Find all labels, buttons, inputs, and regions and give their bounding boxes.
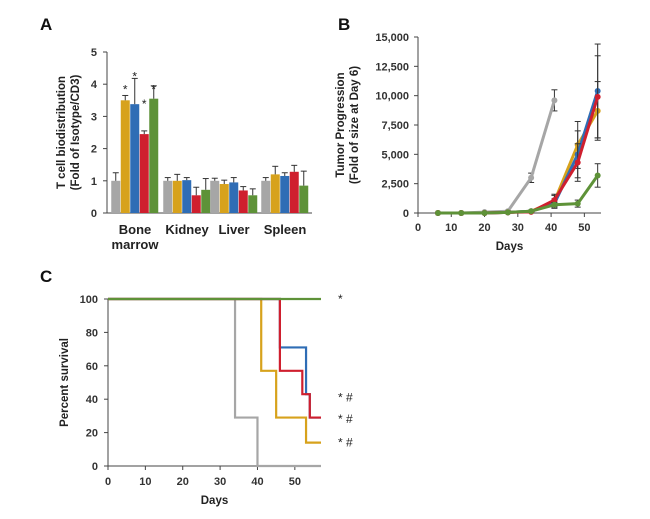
a-bar	[210, 180, 220, 213]
c-significance-mark: * #	[338, 391, 353, 405]
c-x-tick-label: 50	[289, 476, 301, 488]
a-bar	[270, 174, 280, 213]
a-category-label: Liver	[218, 222, 249, 237]
b-x-tick-label: 20	[478, 222, 490, 234]
b-x-tick-label: 30	[512, 222, 524, 234]
a-bar	[238, 190, 248, 213]
c-y-axis-title: Percent survival	[59, 338, 71, 427]
panel-a-letter: A	[40, 15, 52, 34]
b-data-point	[594, 93, 601, 100]
b-data-point	[594, 172, 601, 179]
c-x-axis-title: Days	[201, 495, 229, 507]
a-bar	[111, 180, 121, 213]
c-y-tick-label: 20	[86, 428, 98, 440]
b-y-tick-label: 12,500	[375, 61, 409, 73]
a-category-label: Bone marrow	[112, 222, 160, 252]
a-significance-star: *	[142, 97, 147, 111]
c-y-tick-label: 100	[80, 294, 98, 306]
panel-c-survival-chart: C 0 20 40 60 80 100 0 10 20 30 40 50 Days Percent sur…	[40, 267, 353, 507]
a-y-axis-title: T cell biodistribution (Fold of Isotype/C…	[56, 75, 82, 191]
a-bar	[163, 180, 173, 213]
b-y-tick-label: 15,000	[375, 32, 409, 44]
panel-a-bar-chart: A 0 1 2 3 4 5 T cell biodistribution (Fold of I…	[40, 15, 312, 252]
a-bar	[130, 104, 140, 213]
a-significance-star: *	[132, 70, 137, 84]
c-y-tick-label: 0	[92, 461, 98, 473]
b-series-line	[437, 99, 556, 215]
b-data-point	[574, 159, 581, 166]
a-category-label: Kidney	[165, 222, 209, 237]
a-y-tick-label: 1	[91, 176, 97, 188]
b-x-axis-title: Days	[496, 241, 524, 253]
b-data-point	[551, 197, 558, 204]
panel-b-line-chart: B 0 2,500 5,000 7,500 10,000 12,500 15,000 0 10 2…	[335, 15, 601, 253]
a-y-tick-label: 3	[91, 111, 97, 123]
a-bar	[149, 98, 159, 213]
b-data-point	[504, 209, 511, 216]
a-bar	[182, 180, 192, 213]
a-significance-star: *	[151, 82, 156, 96]
c-survival-step-line	[108, 297, 321, 419]
c-survival-step-line	[108, 297, 321, 468]
b-y-tick-label: 0	[403, 208, 409, 220]
panel-b-letter: B	[338, 15, 350, 34]
b-series-line	[437, 174, 599, 215]
a-y-tick-label: 2	[91, 144, 97, 156]
a-bar	[289, 171, 299, 213]
c-y-tick-label: 80	[86, 327, 98, 339]
a-bar	[280, 175, 290, 213]
a-bar	[139, 134, 149, 213]
a-bar	[191, 195, 201, 213]
c-x-tick-label: 10	[139, 476, 151, 488]
c-x-tick-label: 30	[214, 476, 226, 488]
a-y-tick-label: 5	[91, 47, 97, 59]
a-bar	[172, 180, 182, 213]
b-data-point	[551, 201, 558, 208]
b-data-point	[434, 210, 441, 216]
b-y-tick-label: 10,000	[375, 91, 409, 103]
c-survival-step-line	[108, 297, 321, 419]
c-x-tick-label: 0	[105, 476, 111, 488]
b-x-tick-label: 50	[578, 222, 590, 234]
b-y-tick-label: 2,500	[381, 179, 409, 191]
a-y-tick-label: 0	[91, 208, 97, 220]
a-bar	[229, 182, 239, 213]
c-x-tick-label: 40	[251, 476, 263, 488]
b-data-point	[528, 174, 535, 181]
a-bar	[120, 100, 130, 213]
a-significance-star: *	[123, 82, 128, 96]
c-survival-step-line	[108, 297, 321, 444]
b-data-point	[458, 210, 465, 216]
b-x-tick-label: 40	[545, 222, 557, 234]
panel-c-letter: C	[40, 267, 52, 286]
c-y-tick-label: 40	[86, 394, 98, 406]
a-bar	[261, 180, 271, 213]
b-data-point	[481, 210, 488, 216]
b-y-tick-label: 7,500	[381, 120, 409, 132]
b-data-point	[528, 208, 535, 215]
a-bar	[248, 195, 258, 213]
b-data-point	[574, 200, 581, 207]
b-x-tick-label: 0	[415, 222, 421, 234]
c-significance-mark: * #	[338, 436, 353, 450]
c-x-tick-label: 20	[177, 476, 189, 488]
a-y-tick-label: 4	[91, 79, 98, 91]
a-category-label: Spleen	[264, 222, 307, 237]
c-significance-mark: *	[338, 292, 343, 306]
a-bar	[219, 184, 229, 213]
b-x-tick-label: 10	[445, 222, 457, 234]
c-significance-mark: * #	[338, 412, 353, 426]
a-bar	[201, 189, 211, 213]
b-y-axis-title: Tumor Progression (Fold of size at Day 6)	[335, 66, 361, 184]
b-data-point	[551, 97, 558, 104]
b-y-tick-label: 5,000	[381, 149, 409, 161]
c-y-tick-label: 60	[86, 361, 98, 373]
a-bar	[299, 185, 309, 213]
